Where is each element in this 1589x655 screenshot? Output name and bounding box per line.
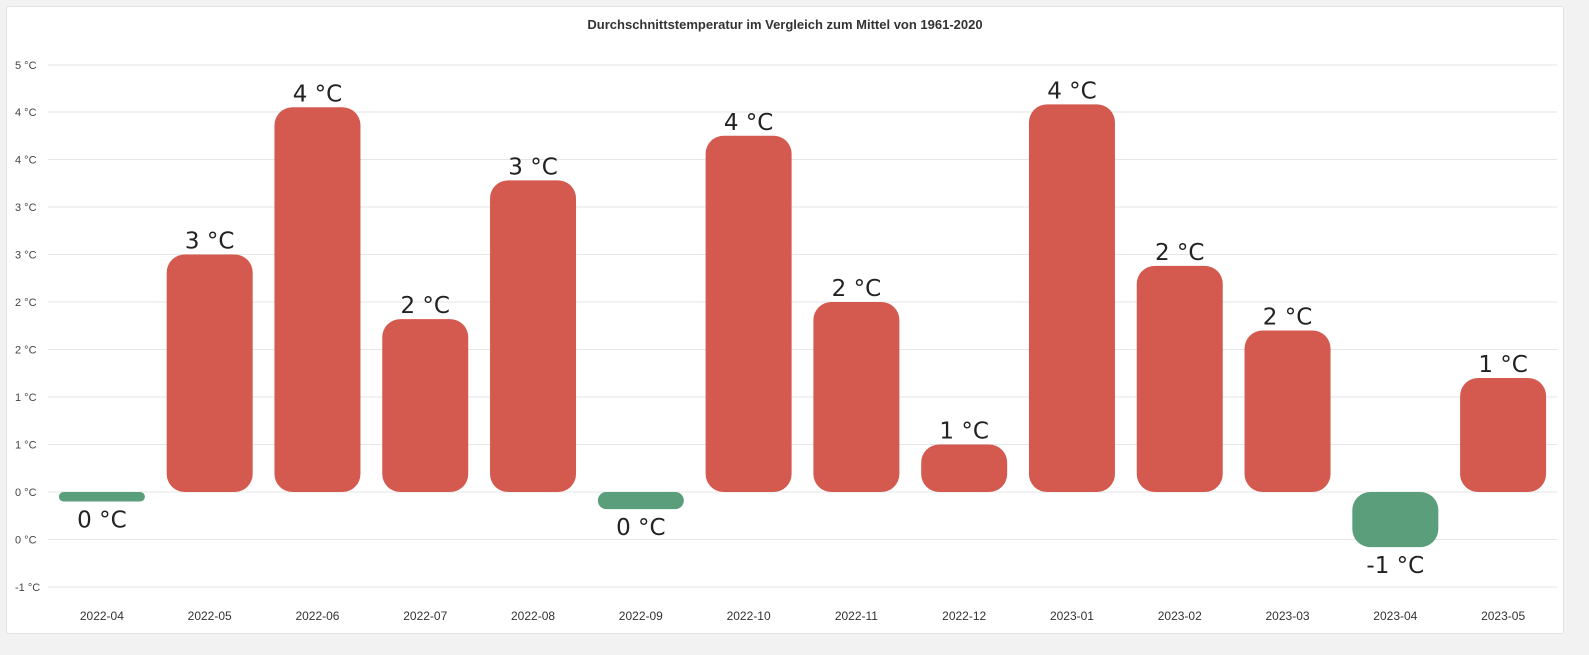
y-tick-label: 5 °C (15, 60, 37, 72)
bar (166, 254, 253, 492)
x-tick-label: 2022-04 (80, 609, 124, 623)
x-tick-label: 2023-04 (1373, 609, 1417, 623)
x-tick-label: 2022-06 (295, 609, 339, 623)
x-tick-label: 2022-09 (619, 609, 663, 623)
chart-title: Durchschnittstemperatur im Vergleich zum… (587, 17, 983, 32)
y-tick-label: 2 °C (15, 345, 37, 357)
data-label: 3 °C (185, 229, 235, 255)
bars (58, 104, 1547, 548)
chart-panel: Durchschnittstemperatur im Vergleich zum… (6, 6, 1564, 634)
bar (58, 492, 145, 502)
x-tick-label: 2022-12 (942, 609, 986, 623)
data-label: 2 °C (400, 293, 450, 319)
bar (382, 319, 469, 492)
x-tick-label: 2023-03 (1266, 609, 1310, 623)
data-labels: 0 °C 3 °C 4 °C 2 °C 3 °C 0 °C 4 °C 2 °C 1 °C 4 °C… (77, 78, 1528, 579)
data-label: 1 °C (939, 419, 989, 445)
y-tick-label: 4 °C (15, 107, 37, 119)
data-label: 4 °C (1047, 78, 1097, 104)
bar (1244, 330, 1331, 492)
bar (1460, 378, 1547, 492)
x-tick-label: 2023-05 (1481, 609, 1525, 623)
y-tick-label: -1 °C (15, 582, 40, 594)
bar (1352, 492, 1439, 548)
data-label: -1 °C (1366, 553, 1424, 579)
bar (1136, 265, 1223, 492)
y-axis-ticks: 5 °C 4 °C 4 °C 3 °C 3 °C 2 °C 2 °C 1 °C 1 °C 0 °C… (15, 60, 40, 594)
y-tick-label: 1 °C (15, 392, 37, 404)
data-label: 0 °C (616, 515, 666, 541)
data-label: 4 °C (293, 81, 343, 107)
x-axis-ticks: 2022-04 2022-05 2022-06 2022-07 2022-08 2022-… (80, 609, 1526, 623)
x-tick-label: 2022-05 (188, 609, 232, 623)
x-tick-label: 2022-11 (835, 609, 878, 623)
data-label: 1 °C (1478, 352, 1528, 378)
y-tick-label: 2 °C (15, 297, 37, 309)
data-label: 2 °C (1155, 240, 1205, 266)
grid-lines (48, 64, 1557, 588)
data-label: 3 °C (508, 154, 558, 180)
y-tick-label: 3 °C (15, 202, 37, 214)
x-tick-label: 2022-08 (511, 609, 555, 623)
bar (274, 107, 361, 492)
data-label: 0 °C (77, 508, 127, 534)
bar (921, 444, 1008, 492)
data-label: 2 °C (832, 276, 882, 302)
y-tick-label: 1 °C (15, 440, 37, 452)
data-label: 4 °C (724, 110, 774, 136)
y-tick-label: 3 °C (15, 250, 37, 262)
bar (490, 180, 577, 492)
bar (1028, 104, 1115, 493)
y-tick-label: 4 °C (15, 155, 37, 167)
y-tick-label: 0 °C (15, 487, 37, 499)
x-tick-label: 2022-10 (727, 609, 771, 623)
x-tick-label: 2023-02 (1158, 609, 1202, 623)
data-label: 2 °C (1263, 305, 1313, 331)
x-tick-label: 2022-07 (403, 609, 447, 623)
x-tick-label: 2023-01 (1050, 609, 1094, 623)
bar (597, 492, 684, 510)
bar (705, 135, 792, 492)
bar (813, 302, 900, 492)
bar-chart: 5 °C4 °C4 °C3 °C3 °C2 °C2 °C1 °C1 °C0 °C… (15, 60, 1557, 623)
y-tick-label: 0 °C (15, 535, 37, 547)
